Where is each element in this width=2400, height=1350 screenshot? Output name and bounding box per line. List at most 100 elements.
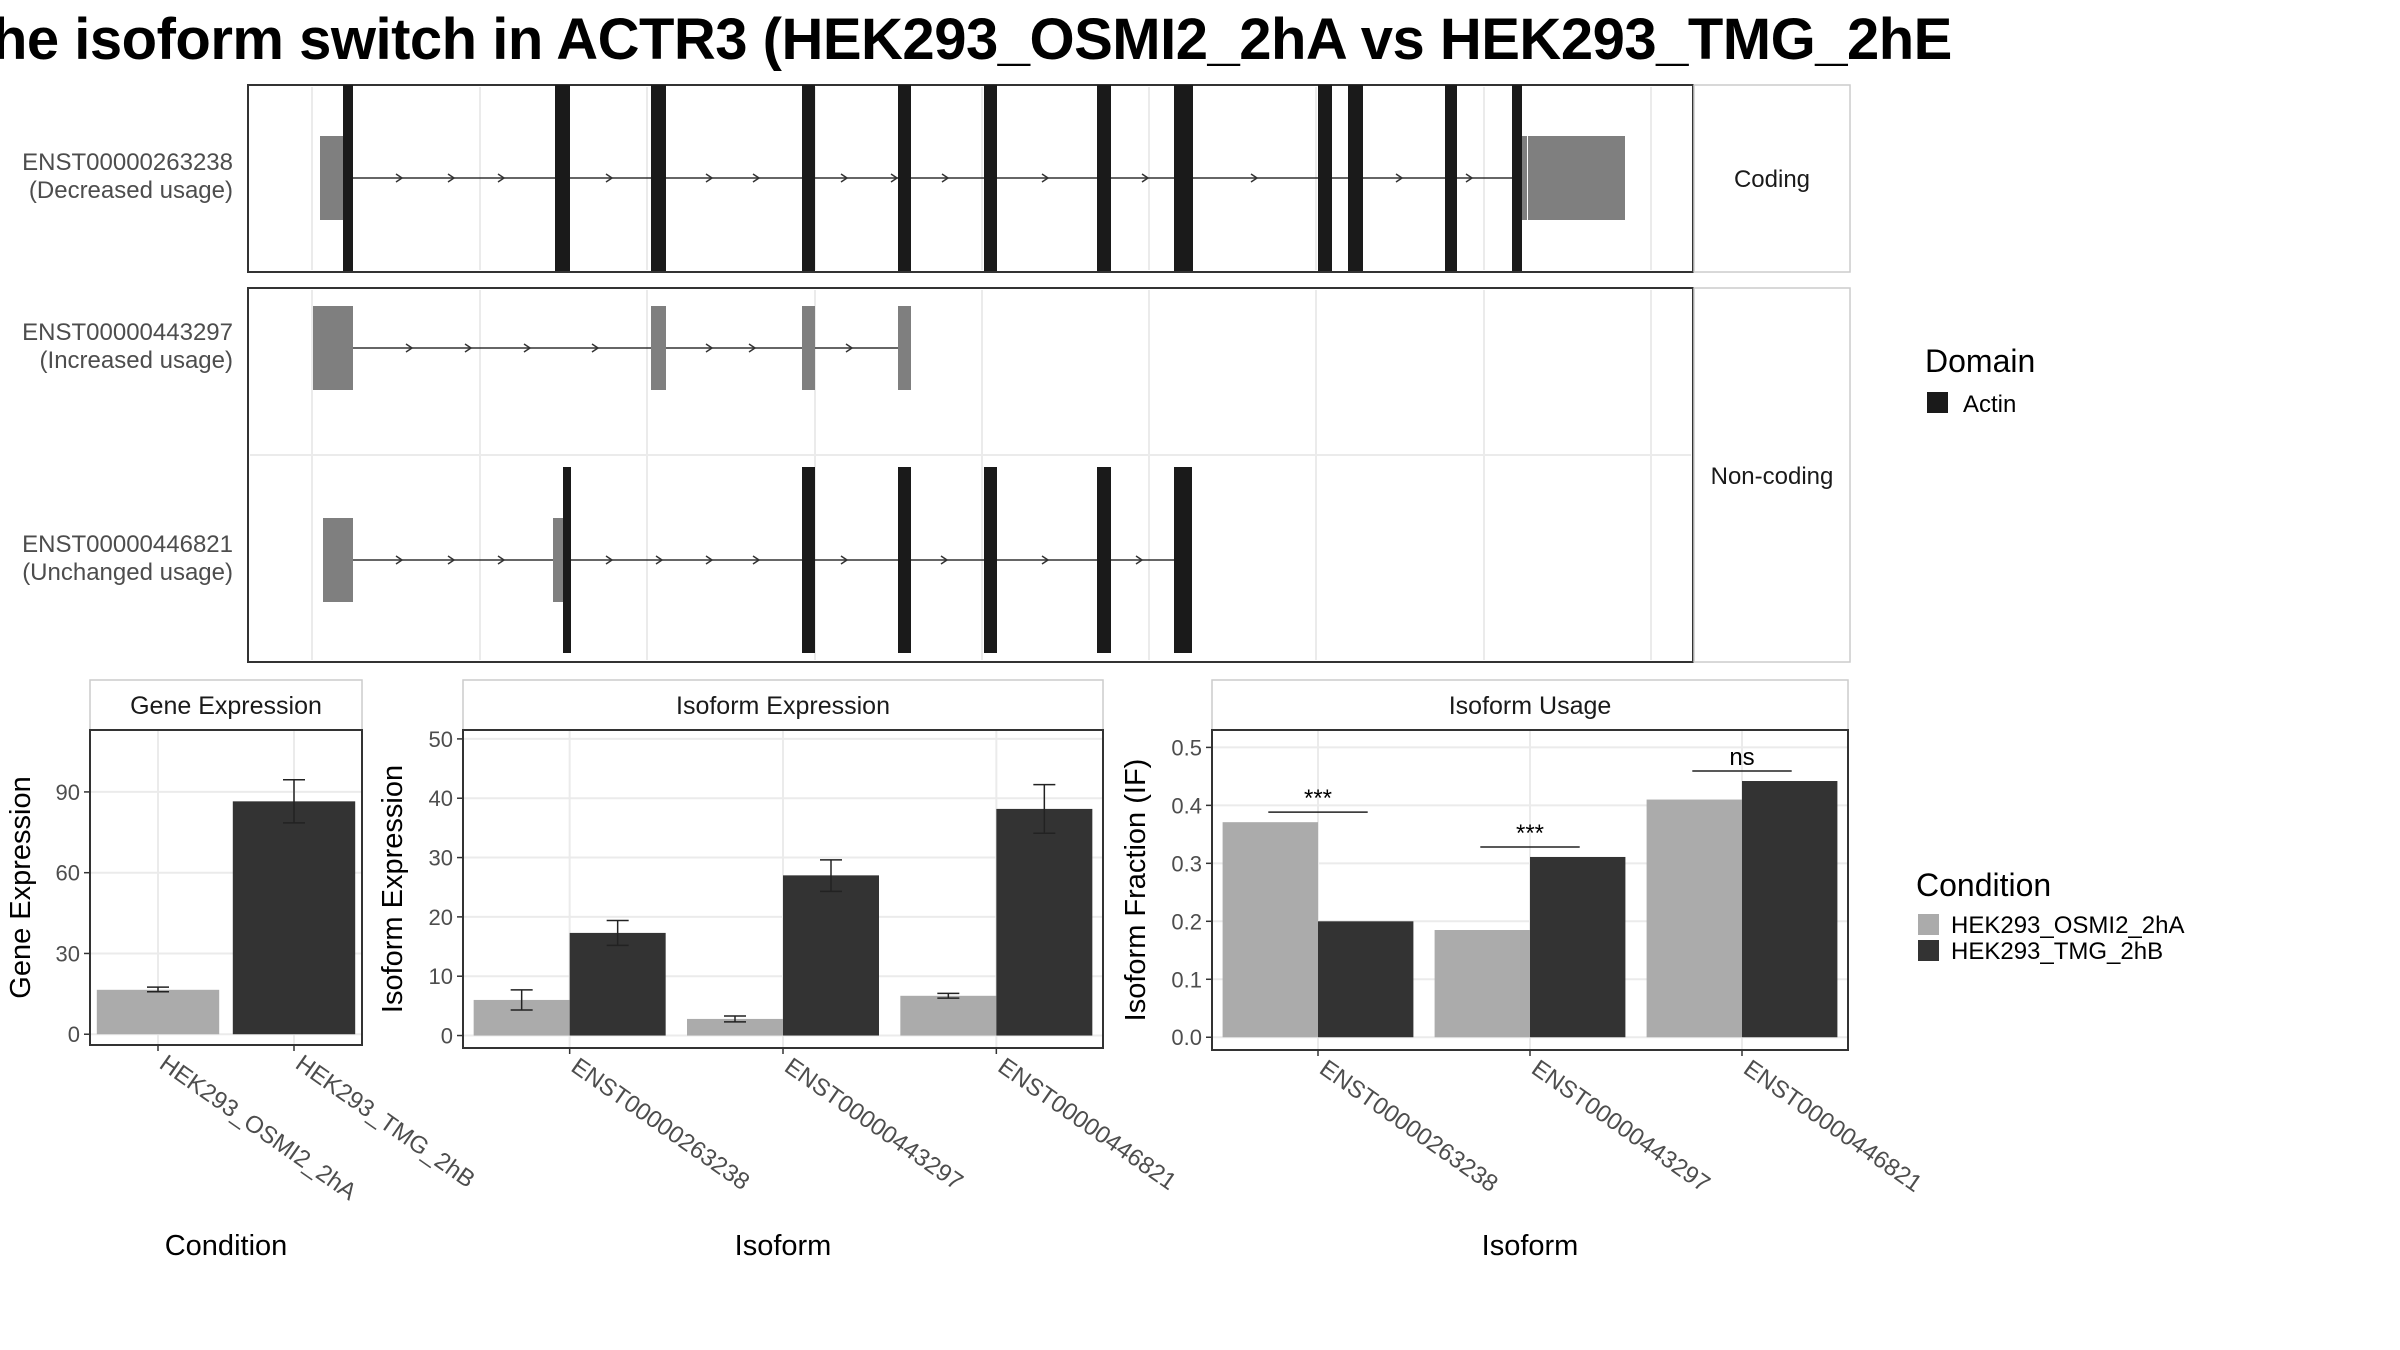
facet-strip-non-coding	[1693, 287, 1851, 663]
actin-domain-exon	[1445, 85, 1457, 271]
actin-domain-exon	[1097, 467, 1111, 653]
strand-arrow	[605, 555, 614, 565]
strand-arrow	[464, 343, 473, 353]
chart-strip	[1211, 679, 1849, 731]
condition-legend-key	[1918, 914, 1939, 935]
actin-domain-exon	[1174, 85, 1193, 271]
strand-arrow	[1041, 555, 1050, 565]
chart-panel-1: Isoform Expression 0 10 20 30 40 50 ENST0000026…	[377, 679, 1181, 1262]
chart-panel-0: Gene Expression0306090HEK293_OSMI2_2hAHE…	[5, 679, 480, 1262]
y-tick-label: 50	[429, 727, 453, 752]
domain-legend-title: Domain	[1925, 343, 2035, 379]
strand-arrow	[523, 343, 532, 353]
significance-label: ***	[1516, 820, 1544, 847]
strand-arrow	[845, 343, 854, 353]
domain-legend-key	[1927, 392, 1948, 413]
utr-exon	[1528, 136, 1625, 220]
utr-exon	[320, 136, 347, 220]
bar-condition	[232, 801, 356, 1035]
bar-osmi	[900, 995, 997, 1036]
x-tick-label: ENST00000443297	[1527, 1055, 1715, 1198]
strand-arrow	[752, 555, 761, 565]
strand-arrow	[890, 173, 899, 183]
strand-arrow	[840, 173, 849, 183]
y-tick-label: 40	[429, 786, 453, 811]
actin-domain-exon	[563, 467, 571, 653]
strand-arrow	[705, 173, 714, 183]
strand-arrow	[941, 173, 950, 183]
strand-arrow	[447, 173, 456, 183]
y-tick-label: 0.0	[1171, 1025, 1202, 1050]
bar-tmg	[1742, 781, 1838, 1038]
actin-domain-exon	[984, 467, 997, 653]
x-tick-label: ENST00000446821	[993, 1053, 1181, 1196]
x-axis-title: Isoform	[1482, 1230, 1579, 1262]
y-axis-title: Isoform Expression	[377, 765, 409, 1013]
actin-domain-exon	[651, 85, 666, 271]
utr-exon	[802, 306, 815, 390]
chart-strip	[462, 679, 1104, 731]
transcript-id-label: ENST00000443297	[22, 319, 233, 346]
y-tick-label: 30	[56, 941, 80, 966]
y-tick-label: 0	[441, 1024, 453, 1049]
actin-domain-exon	[802, 85, 815, 271]
strand-arrow	[1141, 173, 1150, 183]
significance-label: ***	[1304, 785, 1332, 812]
bar-tmg	[569, 932, 666, 1036]
condition-legend-title: Condition	[1916, 867, 2051, 903]
bar-tmg	[783, 875, 879, 1036]
bar-condition	[96, 989, 220, 1035]
y-tick-label: 0	[68, 1022, 80, 1047]
strand-arrow	[605, 173, 614, 183]
actin-domain-exon	[555, 85, 570, 271]
domain-legend-label: Actin	[1963, 391, 2016, 418]
transcript-usage-label: (Unchanged usage)	[22, 559, 233, 586]
bar-osmi	[687, 1018, 783, 1036]
y-tick-label: 0.3	[1171, 851, 1202, 876]
strand-arrow	[705, 555, 714, 565]
facet-label-coding: Coding	[1734, 166, 1810, 193]
chart-panel-2: Isoform Usage *** *** ns 0.0 0.1 0.2 0.3 0.4 0.5 E…	[1120, 679, 1927, 1262]
strand-arrow	[497, 173, 506, 183]
strand-arrow	[940, 555, 949, 565]
strand-arrow	[395, 555, 404, 565]
transcript-id-label: ENST00000263238	[22, 149, 233, 176]
y-tick-label: 0.2	[1171, 909, 1202, 934]
actin-domain-exon	[802, 467, 815, 653]
strand-arrow	[1135, 555, 1144, 565]
y-axis-title: Gene Expression	[5, 776, 37, 998]
plot-border	[89, 729, 363, 1046]
strand-arrow	[705, 343, 714, 353]
bar-tmg	[996, 808, 1093, 1036]
transcript-structure: Coding Non-coding ENST00000263238(Decrease…	[22, 84, 1851, 663]
strand-arrow	[1465, 173, 1474, 183]
chart-strip	[89, 679, 363, 731]
y-tick-label: 30	[429, 846, 453, 871]
facet-label-non-coding: Non-coding	[1711, 463, 1834, 490]
utr-exon	[898, 306, 911, 390]
actin-domain-exon	[343, 85, 353, 271]
facet-strip-coding	[1693, 84, 1851, 273]
strand-arrow	[395, 173, 404, 183]
y-tick-label: 90	[56, 780, 80, 805]
actin-domain-exon	[984, 85, 997, 271]
bar-tmg	[1318, 921, 1414, 1038]
strand-arrow	[1250, 173, 1259, 183]
strand-arrow	[748, 343, 757, 353]
bar-tmg	[1530, 856, 1626, 1038]
significance-label: ns	[1729, 744, 1754, 771]
transcript-usage-label: (Decreased usage)	[29, 177, 233, 204]
transcript-usage-label: (Increased usage)	[40, 347, 233, 374]
actin-domain-exon	[1174, 467, 1192, 653]
y-tick-label: 0.5	[1171, 735, 1202, 760]
x-tick-label: ENST00000443297	[780, 1053, 968, 1196]
page-title: he isoform switch in ACTR3 (HEK293_OSMI2…	[0, 7, 1952, 72]
actin-domain-exon	[1318, 85, 1332, 271]
condition-legend-label: HEK293_TMG_2hB	[1951, 938, 2163, 965]
y-tick-label: 60	[56, 861, 80, 886]
y-tick-label: 0.1	[1171, 967, 1202, 992]
y-tick-label: 20	[429, 905, 453, 930]
bar-osmi	[1646, 799, 1742, 1038]
actin-domain-exon	[898, 85, 911, 271]
